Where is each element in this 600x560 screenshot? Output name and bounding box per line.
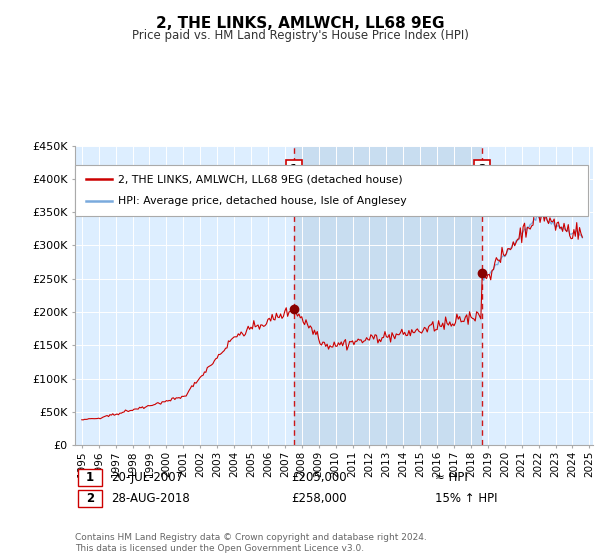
Bar [294, 146, 482, 445]
Text: 2, THE LINKS, AMLWCH, LL68 9EG (detached house): 2, THE LINKS, AMLWCH, LL68 9EG (detached… [118, 174, 403, 184]
Text: £205,000: £205,000 [291, 470, 347, 484]
Text: Contains HM Land Registry data © Crown copyright and database right 2024.
This d: Contains HM Land Registry data © Crown c… [75, 533, 427, 553]
Text: 2: 2 [478, 164, 486, 174]
Text: 1: 1 [86, 470, 94, 484]
Text: 1: 1 [290, 164, 298, 174]
Text: 2, THE LINKS, AMLWCH, LL68 9EG: 2, THE LINKS, AMLWCH, LL68 9EG [156, 16, 444, 31]
Text: 20-JUL-2007: 20-JUL-2007 [111, 470, 183, 484]
Text: ≈ HPI: ≈ HPI [435, 470, 468, 484]
Text: Price paid vs. HM Land Registry's House Price Index (HPI): Price paid vs. HM Land Registry's House … [131, 29, 469, 42]
Text: 15% ↑ HPI: 15% ↑ HPI [435, 492, 497, 505]
Text: HPI: Average price, detached house, Isle of Anglesey: HPI: Average price, detached house, Isle… [118, 197, 407, 207]
Text: 28-AUG-2018: 28-AUG-2018 [111, 492, 190, 505]
Text: 2: 2 [86, 492, 94, 505]
Text: £258,000: £258,000 [291, 492, 347, 505]
